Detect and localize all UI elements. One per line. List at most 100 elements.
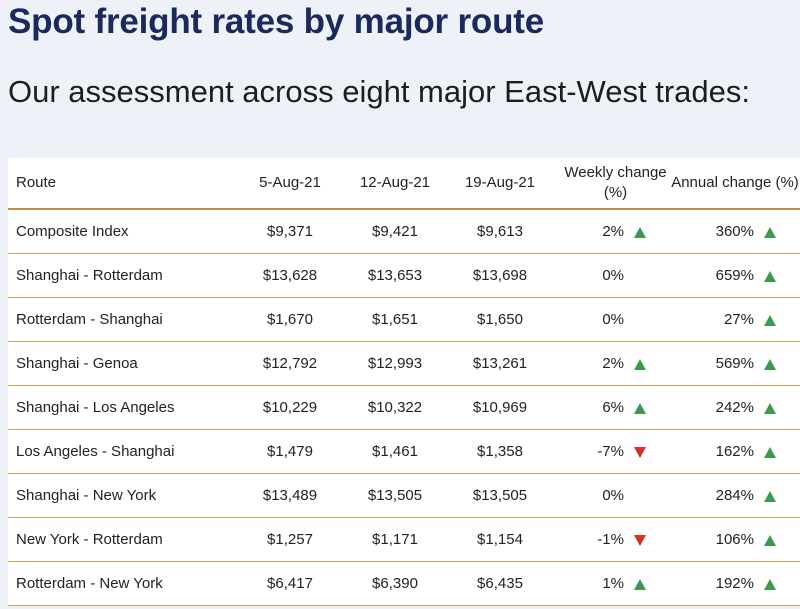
arrow-shape <box>634 446 646 458</box>
column-header: 19-Aug-21 <box>447 158 553 210</box>
up-arrow <box>764 314 776 326</box>
arrow-shape <box>634 402 646 414</box>
table-row: Shanghai - New York $13,489 $13,505 $13,505… <box>8 473 800 518</box>
column-header: 5-Aug-21 <box>237 158 343 210</box>
cell: 2% <box>553 341 670 386</box>
cell: 1% <box>553 561 670 606</box>
cell-text: 284% <box>715 486 754 504</box>
cell: 0% <box>553 253 670 298</box>
up-arrow <box>764 578 776 590</box>
cell: 659% <box>670 253 800 298</box>
cell: Los Angeles - Shanghai <box>8 429 237 474</box>
cell: $6,390 <box>343 561 447 606</box>
cell: $1,154 <box>447 517 553 562</box>
cell: -7% <box>553 429 670 474</box>
subtitle: Our assessment across eight major East-W… <box>8 74 750 109</box>
table-row: Rotterdam - Shanghai $1,670 $1,651 $1,650 0%… <box>8 297 800 342</box>
cell: $10,322 <box>343 385 447 430</box>
cell: $13,505 <box>343 473 447 518</box>
cell: Rotterdam - Shanghai <box>8 297 237 342</box>
arrow-shape <box>764 226 776 238</box>
cell-text: 27% <box>723 310 754 328</box>
cell: $9,421 <box>343 209 447 254</box>
arrow-shape <box>634 578 646 590</box>
column-header: Weekly change (%) <box>553 158 670 210</box>
trend-arrow <box>624 223 646 240</box>
cell: $9,613 <box>447 209 553 254</box>
cell-text: 0% <box>602 487 624 504</box>
cell: Shanghai - Los Angeles <box>8 385 237 430</box>
table-row: Los Angeles - Shanghai $1,479 $1,461 $1,358… <box>8 429 800 474</box>
cell-text: 106% <box>715 530 754 548</box>
cell: 569% <box>670 341 800 386</box>
table-row: Shanghai - Los Angeles $10,229 $10,322 $10,… <box>8 385 800 430</box>
trend-arrow <box>624 443 646 460</box>
cell: 2% <box>553 209 670 254</box>
cell: 192% <box>670 561 800 606</box>
cell: $1,257 <box>237 517 343 562</box>
table-head: Route 5-Aug-21 12-Aug-21 19-Aug-21 Weekly ch… <box>8 158 800 210</box>
table-row: Shanghai - Genoa $12,792 $12,993 $13,261 2% 5… <box>8 341 800 386</box>
arrow-shape <box>634 534 646 546</box>
column-header: Annual change (%) <box>670 158 800 210</box>
cell: 0% <box>553 297 670 342</box>
cell-text: 659% <box>715 266 754 284</box>
trend-arrow <box>754 487 776 504</box>
trend-arrow <box>754 575 776 592</box>
cell: $13,628 <box>237 253 343 298</box>
trend-arrow <box>754 443 776 460</box>
cell: $1,651 <box>343 297 447 342</box>
cell-text: 360% <box>715 222 754 240</box>
up-arrow <box>764 270 776 282</box>
cell: $10,969 <box>447 385 553 430</box>
cell: $1,461 <box>343 429 447 474</box>
cell-text: 162% <box>715 442 754 460</box>
arrow-shape <box>764 446 776 458</box>
arrow-shape <box>634 358 646 370</box>
cell-text: 1% <box>602 574 624 592</box>
trend-arrow <box>624 575 646 592</box>
up-arrow <box>634 226 646 238</box>
table-row: Composite Index $9,371 $9,421 $9,613 2% 360% <box>8 209 800 254</box>
freight-table: Route 5-Aug-21 12-Aug-21 19-Aug-21 Weekly ch… <box>8 158 800 606</box>
cell: $13,261 <box>447 341 553 386</box>
column-header: 12-Aug-21 <box>343 158 447 210</box>
arrow-shape <box>634 226 646 238</box>
up-arrow <box>634 578 646 590</box>
arrow-shape <box>764 270 776 282</box>
cell: $10,229 <box>237 385 343 430</box>
title: Spot freight rates by major route <box>8 2 544 41</box>
cell-text: 0% <box>602 267 624 284</box>
trend-arrow <box>754 531 776 548</box>
arrow-shape <box>764 578 776 590</box>
trend-arrow <box>754 355 776 372</box>
up-arrow <box>634 358 646 370</box>
cell: $1,358 <box>447 429 553 474</box>
trend-arrow <box>754 399 776 416</box>
trend-arrow <box>624 399 646 416</box>
cell: $12,993 <box>343 341 447 386</box>
cell-text: 192% <box>715 574 754 592</box>
cell: 6% <box>553 385 670 430</box>
cell: Composite Index <box>8 209 237 254</box>
cell-text: 569% <box>715 354 754 372</box>
arrow-shape <box>764 490 776 502</box>
column-header: Route <box>8 158 237 210</box>
cell-text: 2% <box>602 354 624 372</box>
cell: $13,489 <box>237 473 343 518</box>
up-arrow <box>764 446 776 458</box>
cell: Shanghai - New York <box>8 473 237 518</box>
cell: $1,479 <box>237 429 343 474</box>
table-row: Shanghai - Rotterdam $13,628 $13,653 $13,69… <box>8 253 800 298</box>
up-arrow <box>634 402 646 414</box>
cell: 27% <box>670 297 800 342</box>
cell-text: -1% <box>597 530 624 548</box>
cell: 106% <box>670 517 800 562</box>
cell-text: 242% <box>715 398 754 416</box>
cell: 162% <box>670 429 800 474</box>
down-arrow <box>634 534 646 546</box>
arrow-shape <box>764 358 776 370</box>
cell: $13,505 <box>447 473 553 518</box>
cell: Shanghai - Genoa <box>8 341 237 386</box>
